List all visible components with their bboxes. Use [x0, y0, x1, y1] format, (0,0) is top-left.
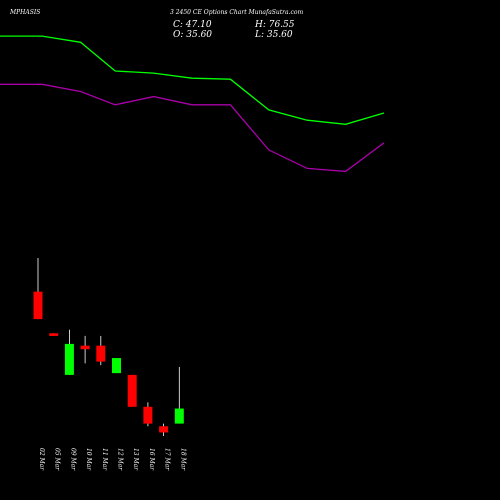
close-value: C: 47.10 [173, 20, 212, 30]
x-tick-label: 17 Mar [164, 448, 171, 471]
symbol-label: MPHASIS [10, 9, 41, 16]
candle [64, 329, 74, 375]
x-tick-label: 12 Mar [117, 448, 124, 471]
x-tick-label: 18 Mar [179, 448, 186, 471]
upper-band-line [0, 35, 385, 125]
candle [112, 358, 121, 374]
low-value: L: 35.60 [255, 30, 293, 40]
candle [127, 374, 137, 407]
x-tick-label: 16 Mar [148, 448, 155, 471]
candle-body [174, 408, 184, 424]
candle [33, 258, 43, 320]
lower-band-line [0, 83, 385, 173]
candle-body [96, 345, 106, 362]
candle-body [49, 333, 59, 336]
candle [143, 402, 153, 427]
candle [96, 335, 106, 366]
x-tick-label: 13 Mar [132, 448, 139, 471]
candle-body [127, 374, 137, 407]
candles [33, 258, 184, 436]
open-value: O: 35.60 [173, 30, 213, 40]
candle-body [33, 291, 43, 320]
x-tick-label: 11 Mar [101, 448, 108, 471]
candle-body [143, 406, 153, 424]
x-tick-label: 10 Mar [85, 448, 92, 471]
x-axis-ticks: 02 Mar 05 Mar 09 Mar 10 Mar 11 Mar 12 Mar 13 M… [38, 448, 186, 471]
candle-body [159, 426, 169, 433]
candle [80, 335, 90, 364]
candle-body [112, 358, 121, 374]
chart-subtitle: 3 2450 CE Options Chart MunafaSutra.com [170, 9, 304, 16]
x-tick-label: 05 Mar [54, 448, 61, 471]
high-value: H: 76.55 [255, 20, 295, 30]
candle [49, 333, 59, 336]
candle [159, 423, 169, 436]
x-tick-label: 02 Mar [38, 448, 45, 471]
x-tick-label: 09 Mar [69, 448, 76, 471]
candle-body [80, 345, 90, 350]
candle [174, 366, 184, 424]
indicator-bands [0, 35, 385, 173]
candle-body [64, 343, 74, 375]
